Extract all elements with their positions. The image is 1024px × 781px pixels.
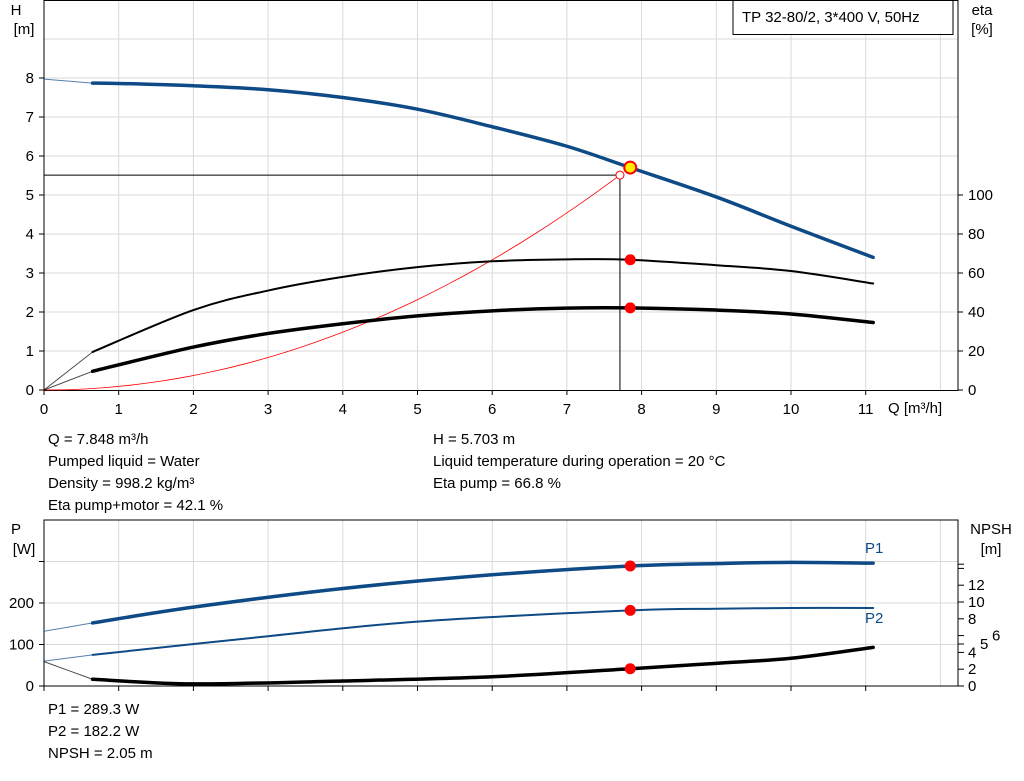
y-tick-label: 6 — [26, 148, 34, 165]
info-q: Q = 7.848 m³/h — [48, 431, 149, 448]
head-curve-extension — [43, 78, 93, 84]
x-axis-label: Q [m³/h] — [888, 400, 942, 417]
y-tick-label: 5 — [26, 187, 34, 204]
y2-tick-label: 2 — [968, 661, 976, 678]
npsh-curve — [90, 645, 875, 686]
y-axis-unit: [m] — [14, 21, 35, 38]
y-tick-label: 0 — [26, 382, 34, 399]
info-eta-pump-motor: Eta pump+motor = 42.1 % — [48, 497, 224, 514]
eta-pump-curve — [91, 258, 875, 353]
x-tick-label: 6 — [488, 401, 496, 418]
legend-text: TP 32-80/2, 3*400 V, 50Hz — [742, 9, 920, 26]
legend-box — [732, 0, 954, 35]
x-tick-label: 10 — [783, 401, 800, 418]
y2-tick-label: 100 — [968, 187, 993, 204]
info-density: Density = 998.2 kg/m³ — [48, 475, 195, 492]
x-tick-label: 2 — [189, 401, 197, 418]
eta-pump-motor-point-marker — [624, 302, 636, 314]
requested-point-marker — [615, 170, 625, 180]
y2-tick-label: 40 — [968, 304, 985, 321]
y2-axis-label: eta — [972, 2, 994, 19]
y2-tick-label: 10 — [968, 594, 985, 611]
info-temperature: Liquid temperature during operation = 20… — [433, 453, 726, 470]
x-tick-label: 11 — [858, 401, 874, 418]
y2-tick-label: 0 — [968, 382, 976, 399]
y2-axis-unit: [m] — [981, 541, 1002, 558]
y2-tick-label: 6 — [992, 628, 1000, 645]
y-tick-label: 8 — [26, 70, 34, 87]
y2-tick-label: 80 — [968, 226, 985, 243]
npsh-point-marker — [624, 663, 636, 675]
p1-label: P1 — [865, 540, 883, 557]
p2-label: P2 — [865, 610, 883, 627]
y2-axis-label: NPSH — [970, 521, 1012, 538]
y2-tick-label: 60 — [968, 265, 985, 282]
eta-pump-motor-curve — [90, 305, 875, 374]
info-p2: P2 = 182.2 W — [48, 723, 140, 740]
y2-tick-label: 12 — [968, 577, 985, 594]
y-axis-label: H — [11, 2, 22, 19]
x-tick-label: 4 — [339, 401, 347, 418]
p2-point-marker — [624, 604, 636, 616]
info-eta-pump: Eta pump = 66.8 % — [433, 475, 561, 492]
x-axis-label-bg — [878, 396, 954, 416]
p1-point-marker — [624, 560, 636, 572]
y-axis-label: P — [11, 521, 21, 538]
x-tick-label: 9 — [712, 401, 720, 418]
info-liquid: Pumped liquid = Water — [48, 453, 200, 470]
x-tick-label: 8 — [637, 401, 645, 418]
info-top-left: Q = 7.848 m³/h Pumped liquid = Water Den… — [48, 429, 223, 517]
npsh-curve-extension — [43, 661, 93, 680]
y-tick-label: 2 — [26, 304, 34, 321]
y2-tick-label: 8 — [968, 611, 976, 628]
duty-point-marker — [623, 160, 638, 175]
info-top-right: H = 5.703 m Liquid temperature during op… — [433, 429, 725, 495]
system-curve — [43, 174, 621, 391]
y2-tick-label: 5 — [980, 636, 988, 653]
x-tick-label: 7 — [563, 401, 571, 418]
y-axis-unit: [W] — [13, 541, 36, 558]
x-tick-label: 3 — [264, 401, 272, 418]
info-bottom: P1 = 289.3 W P2 = 182.2 W NPSH = 2.05 m — [48, 699, 153, 765]
eta-pump-point-marker — [624, 254, 636, 266]
x-tick-label: 0 — [40, 401, 48, 418]
info-npsh: NPSH = 2.05 m — [48, 745, 153, 762]
y-tick-label: 4 — [26, 226, 34, 243]
y-tick-label: 3 — [26, 265, 34, 282]
p2-curve-extension — [43, 654, 93, 662]
y-tick-label: 100 — [9, 637, 34, 654]
y-tick-label: 1 — [26, 343, 34, 360]
x-tick-label: 5 — [413, 401, 421, 418]
y2-tick-label: 0 — [968, 678, 976, 695]
info-h: H = 5.703 m — [433, 431, 516, 448]
x-tick-label: 1 — [115, 401, 123, 418]
eta-pump-motor-curve-extension — [43, 370, 93, 391]
y-tick-label: 7 — [26, 109, 34, 126]
p2-curve — [91, 606, 875, 656]
y2-axis-unit: [%] — [971, 21, 993, 38]
y-tick-label: 200 — [9, 595, 34, 612]
y-tick-label: 0 — [26, 678, 34, 695]
y2-tick-label: 20 — [968, 343, 985, 360]
p1-curve-extension — [43, 622, 93, 632]
p1-curve — [90, 560, 875, 625]
head-curve — [90, 81, 875, 260]
eta-pump-curve-extension — [43, 351, 93, 391]
y2-tick-label: 4 — [968, 644, 976, 661]
info-p1: P1 = 289.3 W — [48, 701, 140, 718]
